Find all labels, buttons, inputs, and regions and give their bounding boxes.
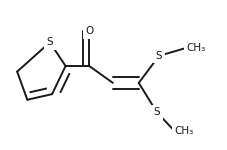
Text: CH₃: CH₃	[174, 126, 193, 136]
Text: O: O	[85, 26, 93, 36]
Text: S: S	[153, 107, 159, 117]
Text: CH₃: CH₃	[185, 43, 204, 53]
Text: S: S	[46, 37, 53, 47]
Text: S: S	[155, 51, 162, 61]
